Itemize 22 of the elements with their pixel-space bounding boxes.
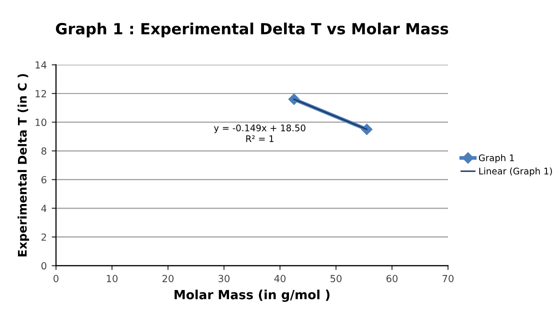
y-tick-label: 0 [41,262,46,270]
y-tick-label: 14 [36,61,46,68]
y-axis-title: Experimental Delta T (in C ) [18,74,30,256]
x-tick-label: 70 [442,274,454,282]
y-tick-label: 8 [41,147,46,155]
x-tick-label: 60 [386,274,398,282]
x-tick-label: 40 [274,274,286,282]
y-tick-label: 4 [41,204,46,212]
y-tick-label: 10 [36,118,46,126]
x-tick-label: 0 [54,274,58,282]
x-tick-label: 30 [218,274,230,282]
annotation: y = -0.149x + 18.50 R² = 1 [214,124,306,142]
legend-label: Graph 1 [478,154,514,163]
y-tick-label: 2 [42,233,46,241]
y-tick-label: 12 [36,90,46,98]
x-tick-label: 50 [330,274,342,282]
chart-title: Graph 1 : Experimental Delta T vs Molar Mass [56,22,448,38]
y-tick-label: 6 [41,176,46,184]
x-tick-label: 10 [106,274,118,282]
legend-label: Linear (Graph 1) [479,167,552,176]
x-tick-label: 20 [162,274,174,282]
x-axis-title: Molar Mass (in g/mol ) [174,290,330,302]
